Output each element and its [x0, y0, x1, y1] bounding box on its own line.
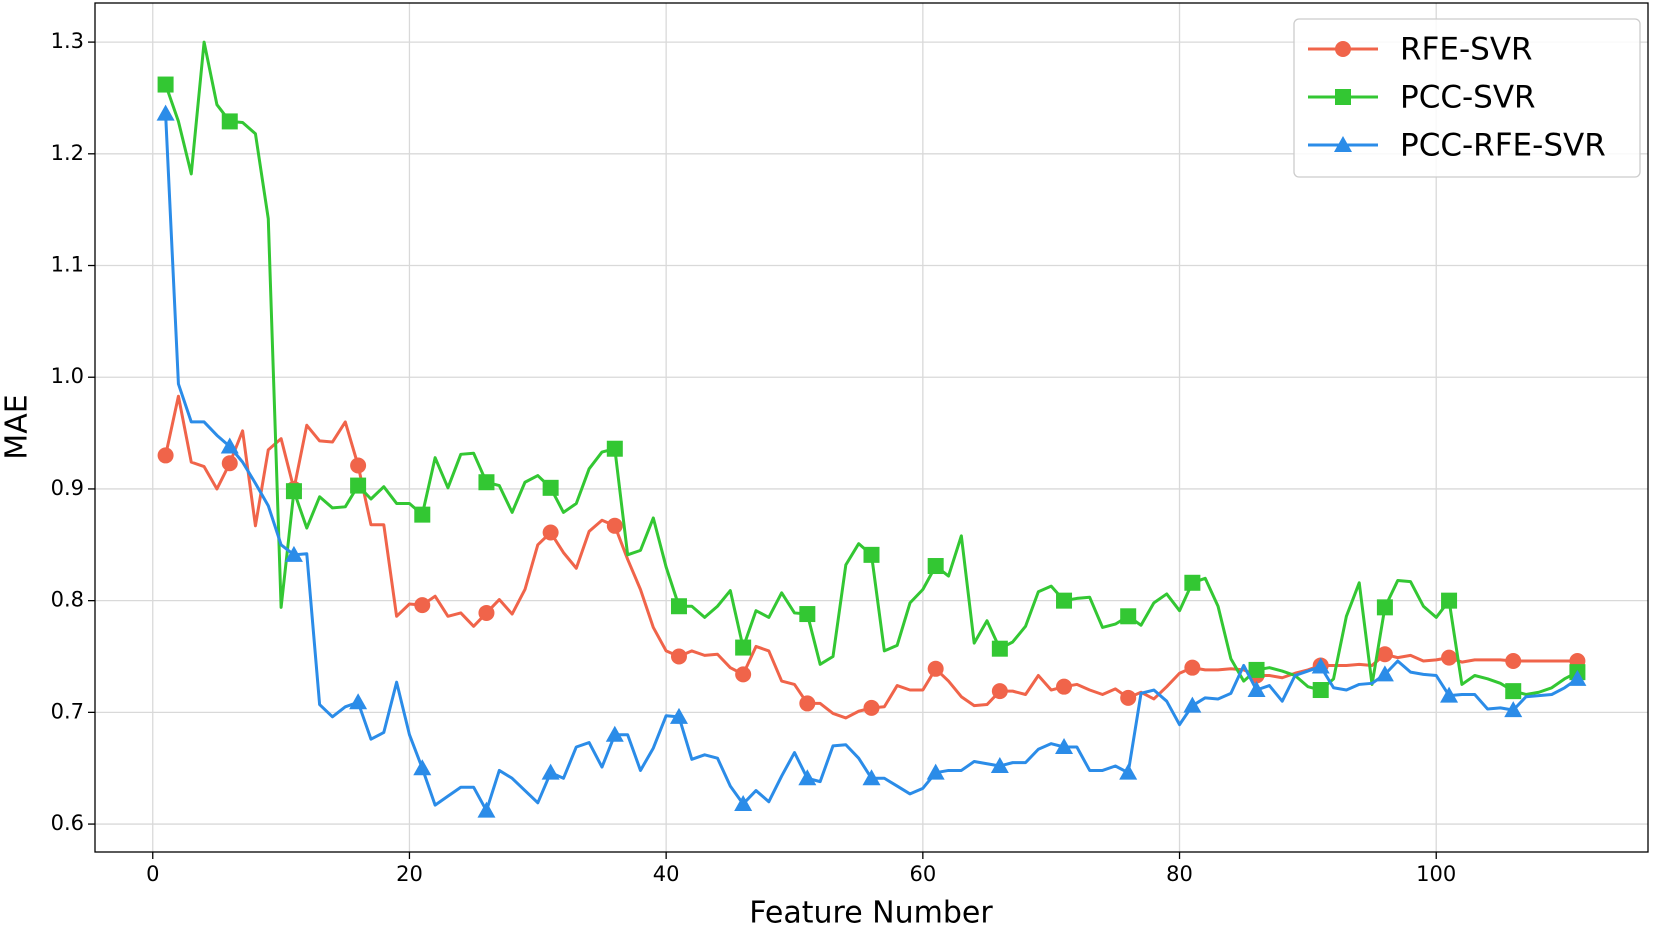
- marker: [1120, 608, 1137, 625]
- marker: [413, 759, 432, 776]
- x-tick-label: 60: [909, 862, 936, 886]
- marker: [1504, 701, 1523, 718]
- marker: [1119, 763, 1138, 780]
- y-tick-label: 1.3: [51, 29, 84, 53]
- x-tick-label: 100: [1416, 862, 1456, 886]
- marker: [1505, 683, 1522, 700]
- ticks: 0 20 40 60 80 100 0.6 0.7 0.8 0.9 1.0 1.1 1.2 1.3: [51, 29, 1457, 886]
- marker: [1120, 689, 1137, 706]
- marker: [606, 517, 623, 534]
- marker: [926, 763, 945, 780]
- marker: [478, 604, 495, 621]
- legend-label: RFE-SVR: [1400, 32, 1533, 68]
- marker: [1184, 574, 1201, 591]
- marker: [734, 794, 753, 811]
- marker: [1055, 737, 1074, 754]
- y-tick-label: 0.9: [51, 476, 84, 500]
- x-axis-label: Feature Number: [749, 896, 993, 931]
- plot-frame: [94, 2, 1649, 853]
- marker: [1568, 669, 1587, 686]
- y-axis-label: MAE: [0, 394, 35, 459]
- marker: [1376, 599, 1393, 616]
- marker: [1505, 652, 1522, 669]
- marker: [798, 769, 817, 786]
- y-tick-label: 0.6: [51, 811, 84, 835]
- marker: [991, 640, 1008, 657]
- marker: [799, 606, 816, 623]
- legend-marker: [1334, 136, 1352, 152]
- plot-area: [156, 40, 1587, 818]
- y-tick-label: 0.8: [51, 588, 84, 612]
- marker: [350, 457, 367, 474]
- y-tick-label: 1.0: [51, 364, 84, 388]
- marker: [542, 479, 559, 496]
- x-tick-label: 80: [1166, 862, 1193, 886]
- marker: [1184, 659, 1201, 676]
- marker: [670, 598, 687, 615]
- marker: [414, 506, 431, 523]
- legend-label: PCC-SVR: [1400, 80, 1536, 116]
- marker: [1183, 696, 1202, 713]
- y-tick-label: 1.2: [51, 141, 84, 165]
- marker: [863, 699, 880, 716]
- y-tick-label: 0.7: [51, 699, 84, 723]
- y-tick-label: 1.1: [51, 253, 84, 277]
- marker: [157, 447, 174, 464]
- marker: [414, 597, 431, 614]
- x-tick-label: 20: [396, 862, 423, 886]
- marker: [669, 707, 688, 724]
- legend: RFE-SVR PCC-SVR PCC-RFE-SVR: [1293, 18, 1641, 178]
- marker: [220, 437, 239, 454]
- marker: [478, 474, 495, 491]
- legend-marker: [1335, 89, 1351, 105]
- marker: [863, 546, 880, 563]
- marker: [670, 648, 687, 665]
- marker: [1312, 682, 1329, 699]
- marker: [1375, 665, 1394, 682]
- marker: [1056, 678, 1073, 695]
- marker: [1376, 646, 1393, 663]
- marker: [990, 756, 1009, 773]
- legend-label: PCC-RFE-SVR: [1400, 128, 1606, 164]
- x-tick-label: 40: [653, 862, 680, 886]
- marker: [735, 666, 752, 683]
- legend-marker: [1335, 41, 1351, 57]
- marker: [477, 801, 496, 818]
- marker: [221, 455, 238, 472]
- marker: [350, 477, 367, 494]
- x-tick-label: 0: [146, 862, 159, 886]
- marker: [157, 76, 174, 93]
- marker: [606, 440, 623, 457]
- marker: [862, 769, 881, 786]
- marker: [1440, 686, 1459, 703]
- marker: [1248, 661, 1265, 678]
- marker: [285, 483, 302, 500]
- marker: [1056, 592, 1073, 609]
- marker: [221, 113, 238, 130]
- marker: [927, 558, 944, 575]
- marker: [991, 683, 1008, 700]
- legend-box: [1293, 18, 1641, 178]
- marker: [1311, 657, 1330, 674]
- marker: [542, 524, 559, 541]
- marker: [1441, 592, 1458, 609]
- marker: [349, 693, 368, 710]
- marker: [735, 639, 752, 656]
- marker: [541, 763, 560, 780]
- marker: [156, 104, 175, 121]
- marker: [799, 695, 816, 712]
- marker: [284, 545, 303, 562]
- marker: [1441, 649, 1458, 666]
- marker: [1247, 681, 1266, 698]
- marker: [605, 725, 624, 742]
- marker: [927, 660, 944, 677]
